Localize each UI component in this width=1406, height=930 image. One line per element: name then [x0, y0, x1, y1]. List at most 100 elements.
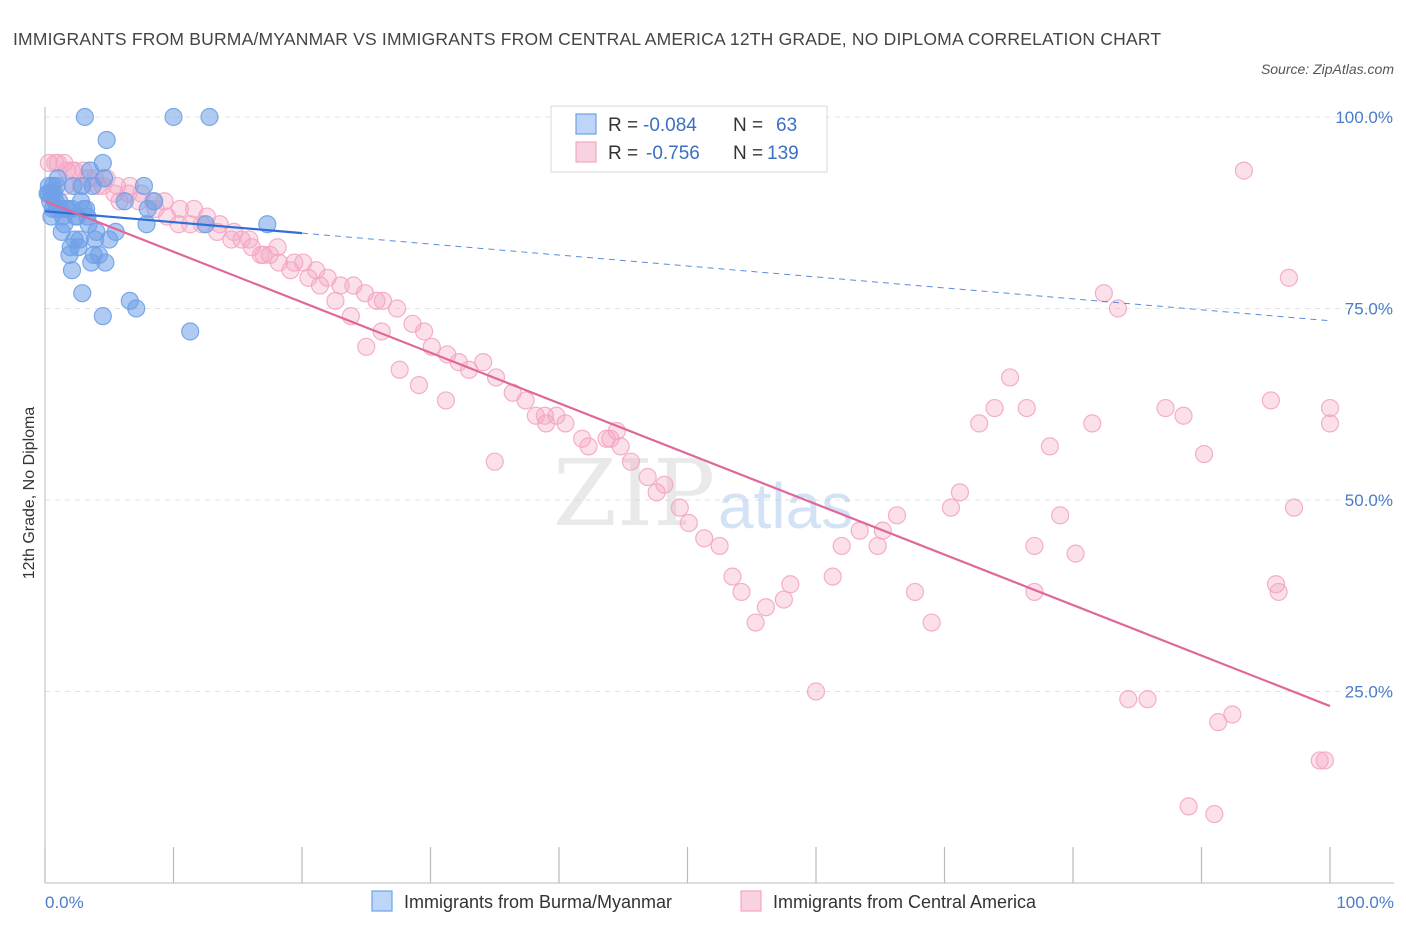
point-s1-59 [695, 529, 714, 548]
point-s1-62 [732, 582, 751, 602]
legend-label-central-america: Immigrants from Central America [773, 892, 1037, 912]
source-label: Source: ZipAtlas.com [1260, 61, 1394, 77]
point-s1-84 [1051, 506, 1070, 525]
point-s1-48 [556, 414, 575, 433]
point-s0-44 [115, 192, 134, 211]
point-s1-99 [1279, 268, 1298, 287]
point-s1-55 [647, 483, 666, 502]
point-s1-112 [436, 391, 456, 410]
point-s1-118 [326, 291, 345, 310]
stats-n-label-burma: N = [733, 115, 763, 136]
legend-swatch-central-america [740, 890, 762, 912]
point-s1-67 [806, 682, 826, 701]
point-s1-20 [232, 230, 251, 249]
point-s1-78 [970, 414, 989, 433]
trendline-burma-solid [44, 210, 303, 235]
point-s1-75 [922, 613, 941, 632]
point-s1-105 [1269, 582, 1288, 602]
point-s0-63 [95, 169, 114, 188]
point-s1-140 [46, 153, 65, 173]
point-s1-57 [670, 498, 689, 517]
point-s0-55 [93, 307, 112, 326]
point-s1-80 [1000, 368, 1020, 387]
point-s1-81 [1017, 398, 1036, 418]
point-s1-111 [485, 452, 504, 471]
point-s1-64 [756, 598, 775, 617]
point-s1-142 [601, 429, 620, 448]
point-s1-91 [1156, 398, 1175, 418]
point-s0-47 [258, 215, 277, 234]
point-s1-89 [1119, 690, 1138, 709]
point-s1-34 [387, 299, 407, 318]
point-s1-46 [537, 414, 556, 433]
point-s0-58 [84, 245, 103, 264]
grid [45, 116, 1394, 692]
point-s1-110 [535, 406, 554, 425]
stats-swatch-burma [575, 113, 597, 135]
point-s1-122 [268, 238, 287, 257]
point-s1-128 [184, 199, 204, 219]
watermark-atlas: atlas [718, 470, 853, 542]
point-s1-36 [414, 322, 434, 341]
point-s0-62 [73, 176, 92, 196]
stats-r-value-burma: -0.084 [643, 115, 697, 136]
point-s0-45 [138, 199, 157, 219]
legend-label-burma: Immigrants from Burma/Myanmar [404, 892, 672, 912]
point-s0-2 [200, 107, 219, 127]
point-s1-93 [1194, 444, 1214, 464]
point-s0-37 [62, 261, 82, 280]
y-tick-label-0: 100.0% [1335, 108, 1393, 127]
point-s0-52 [73, 284, 92, 303]
point-s1-96 [1234, 161, 1254, 180]
legend: Immigrants from Burma/Myanmar Immigrants… [371, 890, 1037, 912]
stats-box-frame [550, 105, 828, 173]
point-s1-53 [621, 452, 641, 471]
point-s1-63 [746, 613, 765, 632]
stats-r-label-burma: R = [608, 115, 638, 136]
trendline-central-america [44, 200, 1331, 708]
y-tick-labels: 100.0% 75.0% 50.0% 25.0% [1335, 108, 1393, 702]
point-s1-79 [985, 398, 1004, 418]
point-s1-41 [474, 353, 493, 372]
point-s1-65 [774, 590, 793, 609]
point-s1-95 [1223, 705, 1242, 724]
point-s0-41 [47, 176, 66, 196]
point-s1-116 [357, 337, 376, 356]
point-s1-108 [1025, 536, 1044, 556]
point-s1-56 [655, 475, 674, 494]
point-s1-88 [1108, 299, 1128, 318]
point-s0-54 [127, 299, 146, 318]
point-s1-73 [887, 506, 907, 525]
point-s0-59 [70, 230, 89, 249]
x-tick-label-max: 100.0% [1336, 893, 1394, 912]
stats-r-label-central-america: R = [608, 143, 638, 164]
stats-swatch-central-america [575, 141, 597, 163]
point-s1-51 [597, 429, 616, 448]
point-s0-32 [100, 230, 119, 249]
point-s1-113 [409, 376, 429, 395]
stats-r-value-central-america: -0.756 [646, 143, 700, 164]
watermark-zip: ZIP [553, 440, 715, 547]
stats-n-value-burma: 63 [776, 115, 797, 136]
point-s1-77 [950, 483, 970, 502]
point-s1-44 [516, 391, 535, 410]
point-s1-85 [1066, 544, 1085, 563]
stats-box: R = -0.084 N = 63 R = -0.756 N = 139 [550, 105, 828, 173]
point-s1-69 [832, 536, 851, 556]
point-s1-86 [1083, 414, 1102, 433]
point-s1-58 [679, 513, 698, 533]
point-s1-76 [941, 498, 961, 517]
point-s0-42 [134, 176, 154, 196]
point-s1-54 [638, 467, 657, 487]
series-0-points [38, 107, 277, 341]
point-s1-61 [723, 567, 742, 586]
stats-n-value-central-america: 139 [767, 143, 799, 164]
x-tick-label-min: 0.0% [45, 893, 84, 912]
point-s1-107 [1179, 797, 1198, 816]
point-s1-103 [1320, 414, 1340, 433]
point-s1-106 [1205, 804, 1224, 824]
point-s1-121 [281, 261, 300, 280]
watermark: ZIP atlas [553, 440, 853, 547]
y-tick-label-2: 50.0% [1345, 491, 1393, 510]
point-s1-71 [868, 536, 887, 556]
